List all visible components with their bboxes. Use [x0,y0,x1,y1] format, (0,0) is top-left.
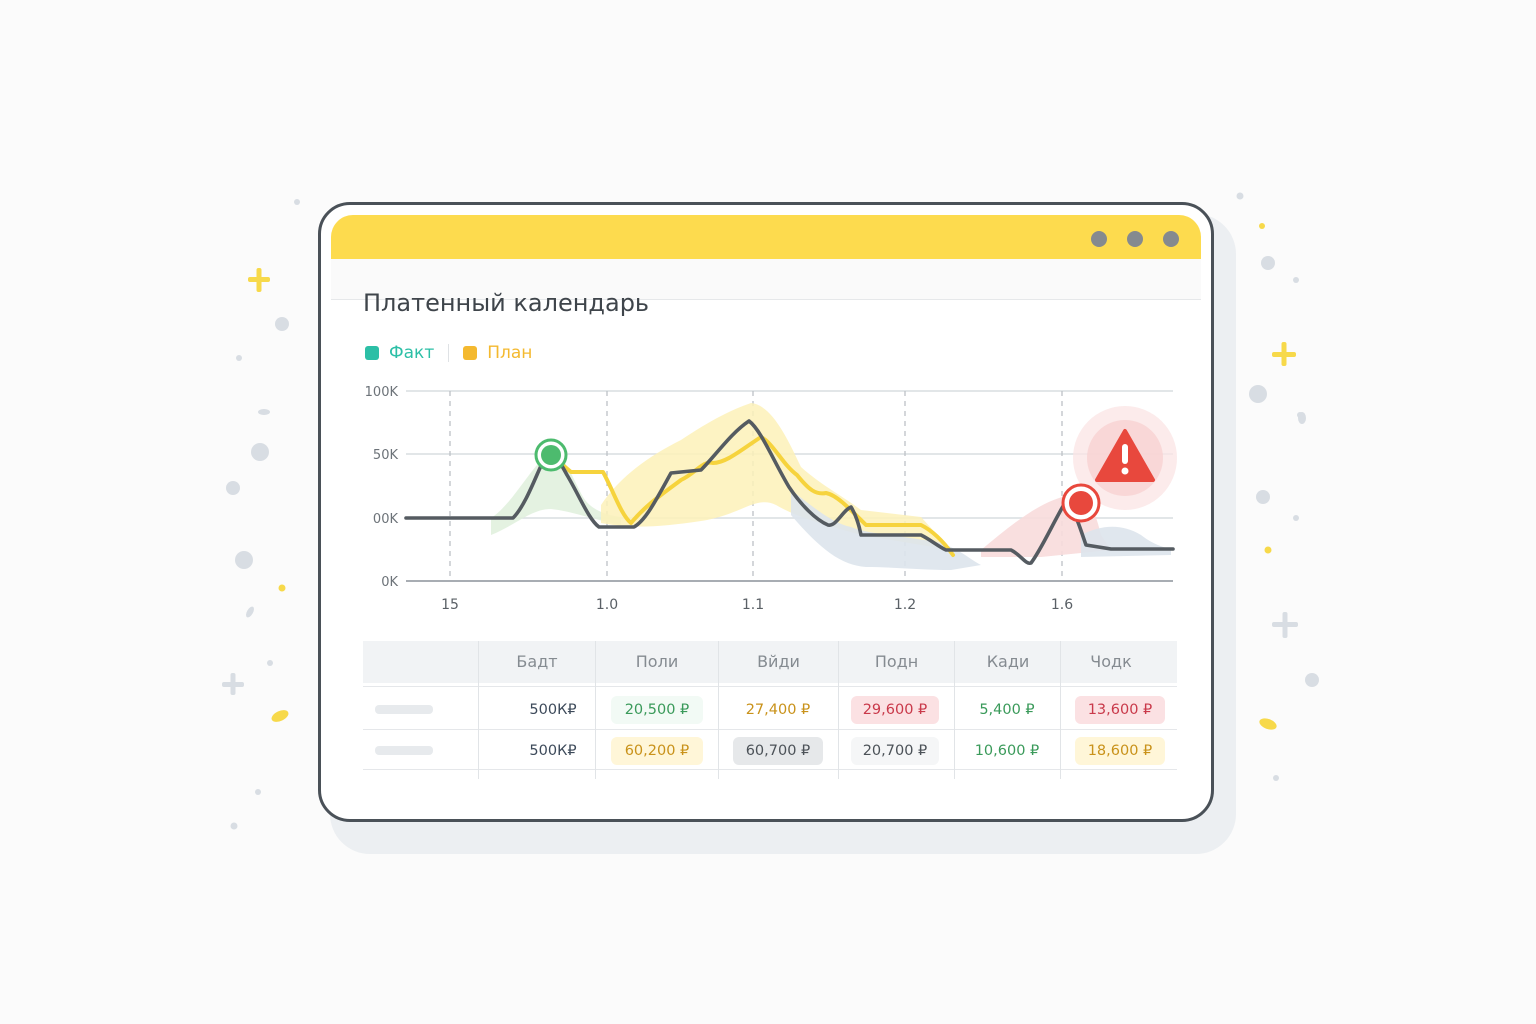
legend-label-fact: Факт [389,343,435,363]
table-cell: 60,200 ₽ [611,737,703,765]
x-tick-label: 1.2 [894,597,916,613]
band-area-gray [791,490,981,570]
column-header[interactable]: Кади [986,652,1030,671]
table-cell: 29,600 ₽ [851,696,939,724]
column-divider [718,641,719,779]
ok-marker[interactable] [534,438,568,472]
table-cell: 60,700 ₽ [733,737,823,765]
column-divider [595,641,596,779]
table-row[interactable]: 500К₽ 20,500 ₽ 27,400 ₽ 29,600 ₽ 5,400 ₽… [363,689,1177,729]
window-control-dot[interactable] [1163,231,1179,247]
window-toolbar [331,259,1201,300]
x-tick-label: 15 [441,597,459,613]
x-tick-label: 1.1 [742,597,764,613]
column-divider [954,641,955,779]
band-area-yellow [601,403,951,550]
page-title: Платенный календарь [363,289,650,317]
y-tick-label: 100K [365,385,399,400]
legend-swatch-plan [463,346,478,360]
y-tick-label: 50K [373,448,399,463]
y-tick-label: 0K [381,575,398,590]
table-cell: 5,400 ₽ [979,702,1035,718]
band-area-gray-right [1081,526,1171,557]
warning-exclamation [1122,444,1128,464]
table-cell: 500К₽ [529,743,577,759]
warning-exclamation-dot [1121,467,1129,475]
chart-legend: Факт План [365,341,532,365]
column-header[interactable]: Подн [874,652,919,671]
y-tick-label: 00K [373,512,399,527]
fact-line [404,419,1175,566]
legend-divider [448,344,450,362]
row-divider [363,686,1177,687]
row-label-placeholder [375,705,433,714]
table-header-row: Бадт Поли Вйди Подн Кади Чодк [363,641,1177,683]
column-header[interactable]: Поли [635,652,679,671]
payment-chart: 100K 50K 00K 0K 15 1.0 1.1 1.2 1.6 [365,385,1177,613]
table-row[interactable]: 500К₽ 60,200 ₽ 60,700 ₽ 20,700 ₽ 10,600 … [363,730,1177,770]
table-cell: 10,600 ₽ [974,743,1040,759]
row-divider [363,729,1177,730]
table-cell: 13,600 ₽ [1075,696,1165,724]
window-control-dot[interactable] [1091,231,1107,247]
legend-swatch-fact [365,346,379,360]
table-cell: 20,700 ₽ [851,737,939,765]
window-control-dot[interactable] [1127,231,1143,247]
app-window: Платенный календарь Факт План 100K 50K 0… [318,202,1214,822]
column-divider [478,641,479,779]
x-tick-label: 1.0 [596,597,618,613]
table-cell: 18,600 ₽ [1075,737,1165,765]
table-cell: 27,400 ₽ [745,702,811,718]
row-label-placeholder [375,746,433,755]
table-cell: 20,500 ₽ [611,696,703,724]
column-header[interactable]: Бадт [516,652,558,671]
column-divider [1060,641,1061,779]
payments-table: Бадт Поли Вйди Подн Кади Чодк 500К₽ 20,5… [363,641,1177,779]
column-header[interactable]: Вйди [757,652,800,671]
alert-marker[interactable] [1061,406,1177,523]
table-cell: 500К₽ [529,702,577,718]
column-divider [838,641,839,779]
legend-label-plan: План [487,343,533,363]
row-divider [363,769,1177,770]
x-tick-label: 1.6 [1051,597,1073,613]
window-titlebar [331,215,1201,259]
column-header[interactable]: Чодк [1090,652,1132,671]
